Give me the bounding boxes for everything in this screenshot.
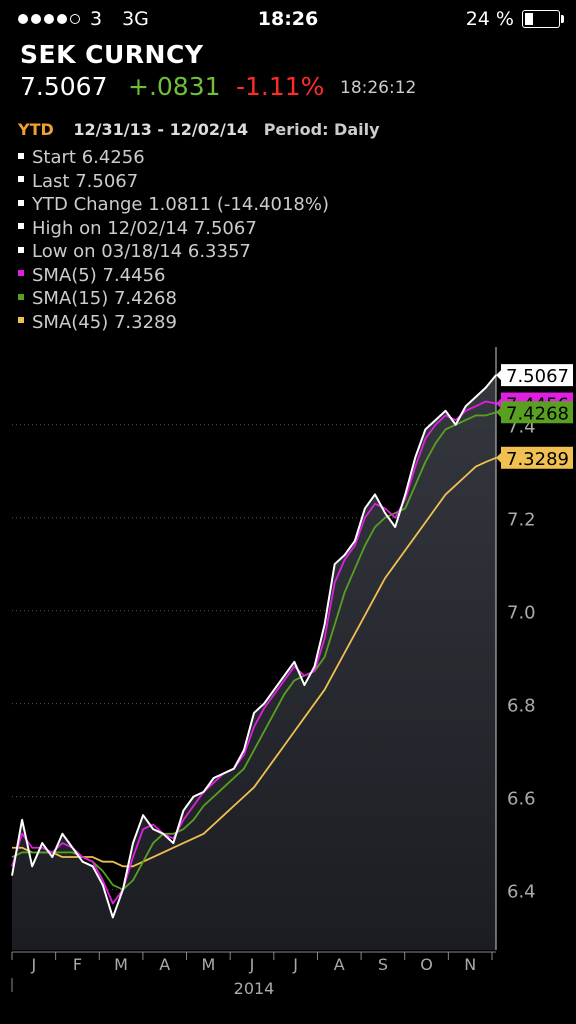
end-label-pointer-sma5: [496, 397, 502, 410]
price-chart[interactable]: 6.46.66.87.07.27.4JFMAMJJASON20147.44567…: [0, 330, 576, 1010]
signal-strength-icon: [18, 14, 80, 24]
battery-icon: [522, 10, 564, 28]
y-tick-label: 7.0: [507, 603, 536, 624]
percent-change: -1.11%: [236, 72, 325, 101]
signal-dot: [18, 14, 28, 24]
x-tick-label: N: [464, 955, 476, 974]
series-line-price: [11, 374, 497, 919]
legend-swatch: [18, 176, 24, 183]
legend-item: Low on 03/18/14 6.3357: [18, 240, 329, 264]
legend-label: Low on 03/18/14 6.3357: [32, 241, 251, 263]
y-tick-label: 6.4: [507, 882, 536, 903]
status-time: 18:26: [257, 8, 319, 30]
legend-swatch: [18, 152, 24, 159]
legend-item: SMA(5) 7.4456: [18, 264, 329, 288]
x-tick-label: M: [201, 955, 215, 974]
legend-swatch: [18, 223, 24, 230]
x-tick-label: J: [249, 955, 255, 974]
y-tick-label: 6.8: [507, 696, 536, 717]
net-change: +.0831: [128, 72, 221, 101]
chart-header: YTD 12/31/13 - 12/02/14 Period: Daily: [18, 120, 380, 139]
period-label[interactable]: Period: Daily: [263, 120, 380, 139]
end-label-sma15: 7.4268: [506, 403, 569, 424]
legend-label: SMA(45) 7.3289: [32, 311, 177, 333]
period-button-ytd[interactable]: YTD: [18, 120, 54, 139]
signal-dot: [57, 14, 67, 24]
y-tick-label: 7.2: [507, 510, 536, 531]
signal-dot: [31, 14, 41, 24]
end-label-bg-sma15: [501, 401, 573, 424]
legend-label: YTD Change 1.0811 (-14.4018%): [32, 194, 329, 216]
x-tick-label: F: [73, 955, 82, 974]
security-name: SEK CURNCY: [20, 40, 204, 69]
end-label-pointer-sma15: [496, 406, 502, 419]
legend-item: SMA(45) 7.3289: [18, 311, 329, 335]
legend-label: SMA(5) 7.4456: [32, 264, 166, 286]
legend-item: High on 12/02/14 7.5067: [18, 217, 329, 241]
legend-swatch: [18, 270, 24, 277]
last-price: 7.5067: [20, 72, 108, 101]
carrier-label: 3: [90, 8, 103, 30]
network-type: 3G: [122, 8, 149, 30]
x-tick-label: O: [420, 955, 433, 974]
end-label-bg-price: [501, 364, 573, 387]
series-line-sma5: [11, 400, 497, 905]
x-tick-label: A: [334, 955, 345, 974]
legend-item: YTD Change 1.0811 (-14.4018%): [18, 193, 329, 217]
legend-label: SMA(15) 7.4268: [32, 288, 177, 310]
x-tick-label: S: [378, 955, 388, 974]
signal-dot: [44, 14, 54, 24]
date-range[interactable]: 12/31/13 - 12/02/14: [73, 120, 249, 139]
legend-item: Last 7.5067: [18, 170, 329, 194]
signal-dot: [70, 14, 80, 24]
legend-label: Last 7.5067: [32, 170, 139, 192]
end-label-pointer-sma45: [496, 451, 502, 464]
chart-legend: Start 6.4256 Last 7.5067 YTD Change 1.0811…: [18, 146, 329, 334]
end-label-bg-sma45: [501, 446, 573, 469]
legend-label: High on 12/02/14 7.5067: [32, 217, 257, 239]
end-label-sma45: 7.3289: [506, 449, 569, 470]
legend-swatch: [18, 317, 24, 324]
signal-area: 3 3G: [18, 8, 149, 30]
y-tick-label: 6.6: [507, 789, 536, 810]
legend-item: SMA(15) 7.4268: [18, 287, 329, 311]
series-line-sma45: [12, 456, 497, 868]
price-area: [12, 375, 496, 950]
x-tick-label: A: [159, 955, 170, 974]
legend-swatch: [18, 246, 24, 253]
end-label-pointer-price: [496, 369, 502, 382]
legend-swatch: [18, 293, 24, 300]
battery-percent: 24 %: [465, 8, 514, 30]
battery-area: 24 %: [465, 8, 564, 30]
x-axis-year-label: 2014: [234, 979, 275, 998]
x-tick-label: M: [114, 955, 128, 974]
end-label-price: 7.5067: [506, 366, 569, 387]
x-tick-label: J: [30, 955, 36, 974]
status-bar: 3 3G 18:26 24 %: [0, 0, 576, 36]
quote-time: 18:26:12: [340, 78, 417, 98]
legend-label: Start 6.4256: [32, 147, 145, 169]
legend-swatch: [18, 199, 24, 206]
legend-item: Start 6.4256: [18, 146, 329, 170]
x-tick-label: J: [292, 955, 298, 974]
